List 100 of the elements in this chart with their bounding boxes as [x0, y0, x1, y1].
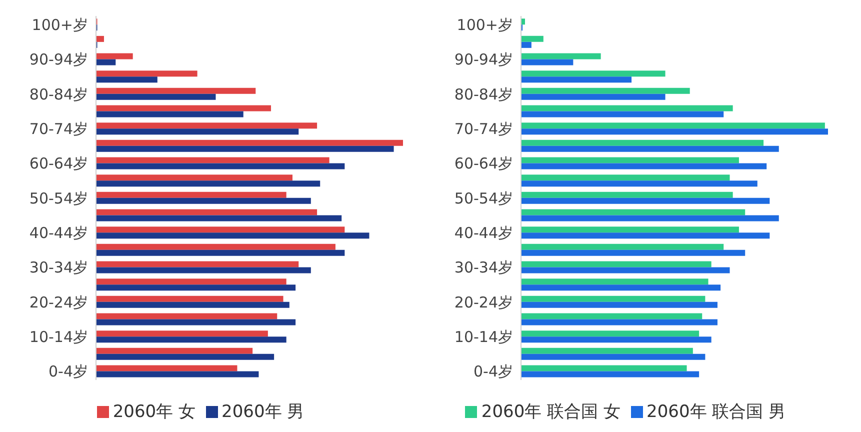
bar — [96, 111, 244, 118]
bar — [521, 365, 687, 372]
bar — [521, 278, 708, 285]
legend-label: 2060年 男 — [222, 402, 304, 422]
bar — [521, 267, 730, 274]
y-tick-label: 0-4岁 — [474, 362, 513, 381]
legend-label: 2060年 联合国 男 — [646, 402, 786, 422]
bar — [96, 174, 292, 181]
bar — [521, 94, 666, 100]
bar — [521, 284, 721, 291]
bar — [96, 250, 345, 256]
bar — [96, 354, 274, 360]
bar — [96, 163, 345, 170]
bar — [521, 157, 739, 164]
bar — [521, 36, 544, 42]
y-tick-label: 70-74岁 — [454, 120, 513, 138]
bar — [96, 226, 345, 233]
bar — [521, 105, 733, 112]
bar — [96, 302, 290, 308]
bar — [96, 371, 259, 378]
bar — [96, 59, 116, 66]
y-tick-label: 100+岁 — [456, 16, 513, 34]
bar — [521, 42, 532, 48]
bar — [521, 336, 712, 343]
bar — [521, 70, 666, 77]
bar — [96, 284, 296, 291]
bar — [96, 146, 394, 152]
bar — [521, 192, 733, 198]
bar — [521, 128, 828, 135]
y-tick-label: 10-14岁 — [29, 328, 88, 346]
bar — [521, 111, 724, 118]
bar — [96, 157, 330, 164]
bar — [521, 76, 632, 83]
bar — [96, 105, 271, 112]
bar — [96, 261, 299, 268]
bar — [521, 302, 718, 308]
bar — [96, 192, 286, 198]
legend-label: 2060年 联合国 女 — [481, 402, 620, 422]
bar — [96, 330, 268, 337]
bar — [521, 174, 730, 181]
bar — [521, 319, 718, 326]
bar — [521, 163, 767, 170]
y-tick-label: 60-64岁 — [454, 154, 513, 173]
bar — [96, 122, 318, 129]
bar — [521, 209, 746, 216]
bar — [521, 122, 825, 129]
bar — [96, 319, 296, 326]
bar — [96, 70, 198, 77]
bar — [96, 94, 216, 100]
bar — [96, 128, 299, 135]
bar — [96, 76, 158, 83]
bar — [521, 53, 601, 60]
y-tick-label: 70-74岁 — [29, 120, 88, 138]
y-tick-label: 20-24岁 — [29, 293, 88, 312]
bar — [521, 59, 574, 66]
bar — [521, 232, 770, 239]
bar — [96, 278, 286, 285]
bar — [521, 198, 770, 204]
y-tick-label: 60-64岁 — [29, 154, 88, 173]
y-tick-label: 80-84岁 — [29, 85, 88, 104]
bar — [96, 267, 311, 274]
bar — [521, 313, 702, 320]
bar — [521, 330, 700, 337]
bar — [521, 250, 746, 256]
bar — [96, 140, 403, 146]
bar — [521, 261, 712, 268]
bar — [521, 371, 700, 378]
bar — [96, 180, 320, 187]
bar — [96, 53, 133, 60]
bar — [96, 348, 253, 354]
y-tick-label: 30-34岁 — [29, 258, 88, 277]
bar — [521, 215, 779, 222]
y-tick-label: 10-14岁 — [454, 328, 513, 346]
bar — [96, 336, 286, 343]
bar — [96, 88, 256, 94]
bar — [96, 215, 342, 222]
y-tick-label: 40-44岁 — [454, 224, 513, 242]
bar — [521, 88, 690, 94]
bar — [521, 146, 779, 152]
bar — [521, 244, 724, 250]
bar — [521, 348, 693, 354]
bar — [521, 296, 706, 302]
y-tick-label: 30-34岁 — [454, 258, 513, 277]
y-tick-label: 100+岁 — [32, 16, 88, 34]
y-tick-label: 50-54岁 — [454, 189, 513, 208]
y-tick-label: 0-4岁 — [48, 362, 88, 381]
bar — [96, 209, 318, 216]
bar — [96, 313, 278, 320]
y-tick-label: 90-94岁 — [454, 50, 513, 69]
bar — [521, 226, 739, 233]
y-tick-label: 20-24岁 — [454, 293, 513, 312]
bar — [96, 296, 284, 302]
y-tick-label: 90-94岁 — [29, 50, 88, 69]
y-tick-label: 50-54岁 — [29, 189, 88, 208]
y-tick-label: 80-84岁 — [454, 85, 513, 104]
bar — [521, 354, 706, 360]
bar — [96, 365, 238, 372]
bar — [96, 244, 336, 250]
bar — [96, 198, 311, 204]
bar — [96, 232, 370, 239]
